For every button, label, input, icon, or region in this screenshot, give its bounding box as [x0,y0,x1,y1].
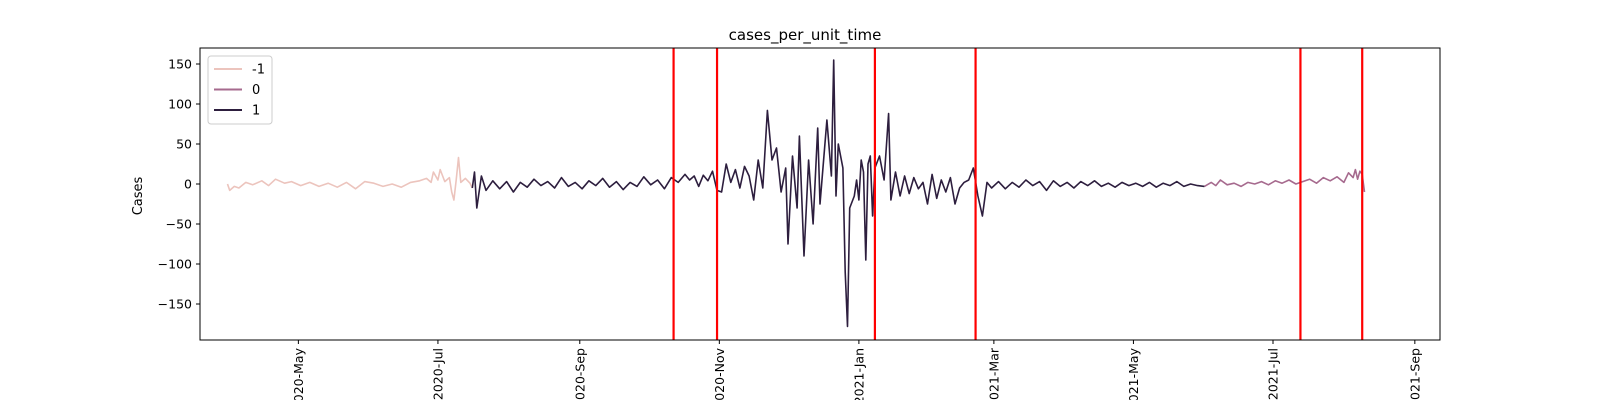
series-lines [226,59,1366,328]
x-tick-label: 2020-May [291,347,306,400]
x-tick-label: 2021-Jul [1266,348,1281,400]
legend: -1 0 1 [207,55,273,125]
x-tick-label: 2020-Nov [712,347,727,400]
x-tick-label: 2021-Sep [1407,348,1422,400]
series-line-1 [1203,168,1366,193]
x-tick-label: 2021-Mar [986,347,1001,400]
legend-label-0: -1 [252,63,265,78]
series-line-0 [226,156,474,201]
x-tick-label: 2021-Jan [851,348,866,400]
x-tick-label: 2020-Jul [430,348,445,400]
axes-frame [199,47,1441,341]
y-tick-label: −150 [158,297,192,312]
plot-area: −150 −100 −50 0 50 100 150 2020-May 2020-Jul 2020… [158,47,1441,400]
y-tick-label: 0 [184,177,192,192]
y-tick-label: −100 [158,257,192,272]
y-tick-label: 50 [176,137,192,152]
legend-label-2: 1 [252,104,260,119]
y-axis-label: Cases [131,176,146,215]
chart-title: cases_per_unit_time [729,26,882,45]
x-tick-label: 2021-May [1126,347,1141,400]
y-tick-label: 150 [168,57,192,72]
y-tick-label: 100 [168,97,192,112]
x-tick-label: 2020-Sep [572,348,587,400]
series-line-2 [471,59,1205,328]
y-tick-label: −50 [166,217,192,232]
legend-label-1: 0 [252,83,260,98]
